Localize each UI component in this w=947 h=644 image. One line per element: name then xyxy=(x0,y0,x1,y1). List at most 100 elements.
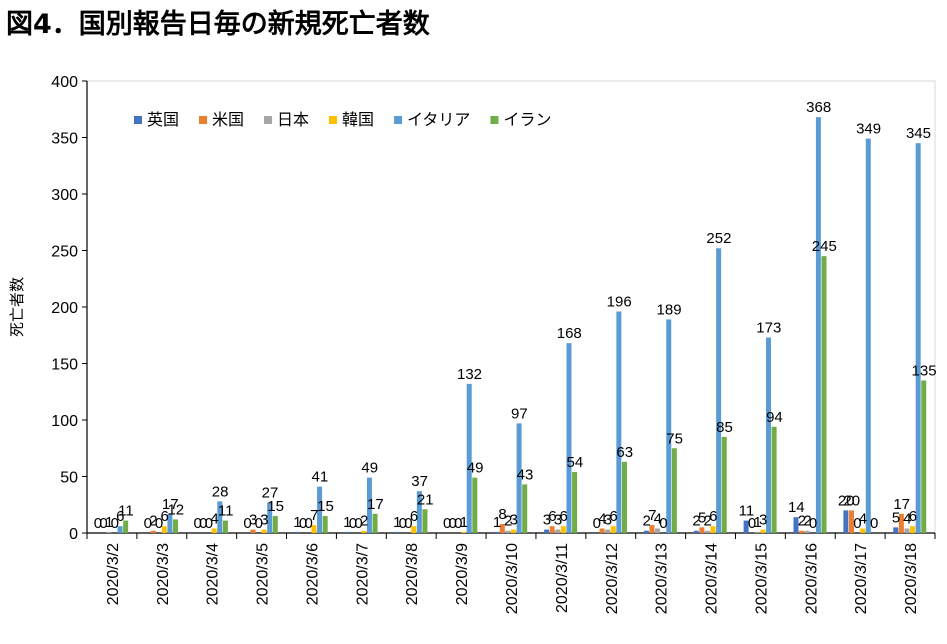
data-label: 11 xyxy=(118,503,134,520)
y-tick-label: 200 xyxy=(51,300,78,317)
data-label: 5 xyxy=(892,509,900,526)
x-tick-label: 2020/3/10 xyxy=(504,543,521,614)
data-label: 6 xyxy=(909,508,917,525)
data-label: 0 xyxy=(194,515,202,532)
data-label: 6 xyxy=(116,508,124,525)
data-label: 2 xyxy=(149,513,157,530)
bar xyxy=(566,343,572,533)
data-label: 0 xyxy=(748,515,756,532)
legend-label: 米国 xyxy=(212,110,244,129)
x-tick-label: 2020/3/13 xyxy=(654,543,671,614)
data-label: 1 xyxy=(343,514,351,531)
data-label: 1 xyxy=(460,514,468,531)
data-label: 97 xyxy=(511,405,528,422)
bar xyxy=(671,448,677,533)
bar xyxy=(865,138,871,533)
bar xyxy=(616,311,622,533)
bar xyxy=(743,520,749,533)
y-tick-label: 150 xyxy=(51,357,78,374)
bar xyxy=(621,461,627,533)
data-label: 6 xyxy=(160,508,168,525)
bar xyxy=(721,436,727,533)
bar xyxy=(522,484,528,533)
bar xyxy=(860,528,866,533)
bar xyxy=(161,526,167,533)
data-label: 1 xyxy=(493,514,501,531)
bar xyxy=(267,502,273,533)
data-label: 49 xyxy=(467,460,484,477)
x-tick-label: 2020/3/7 xyxy=(354,543,371,605)
bar xyxy=(699,527,705,533)
legend-label: イラン xyxy=(503,110,551,129)
data-label: 85 xyxy=(716,419,733,436)
y-tick-label: 350 xyxy=(51,131,78,148)
legend: 英国 米国 日本 韓国 イタリア イラン xyxy=(134,110,551,129)
bar xyxy=(704,530,710,533)
y-tick-label: 400 xyxy=(51,74,78,91)
data-label: 245 xyxy=(812,238,837,255)
data-label: 0 xyxy=(853,515,861,532)
data-label: 75 xyxy=(666,430,683,447)
data-label: 3 xyxy=(759,512,767,529)
bar xyxy=(560,526,566,533)
data-label: 0 xyxy=(255,515,263,532)
bar xyxy=(716,248,722,534)
data-label: 0 xyxy=(111,515,119,532)
bar xyxy=(250,529,256,533)
bar xyxy=(821,256,827,533)
bar xyxy=(599,528,605,533)
data-label: 0 xyxy=(659,515,667,532)
legend-swatch xyxy=(329,116,338,124)
x-tick-label: 2020/3/3 xyxy=(155,543,172,605)
data-label: 20 xyxy=(838,492,855,509)
y-tick-label: 0 xyxy=(69,526,78,543)
plot-area xyxy=(86,80,936,534)
bar xyxy=(710,526,716,533)
data-label: 2 xyxy=(692,513,700,530)
data-label: 196 xyxy=(607,294,632,311)
x-tick-label: 2020/3/16 xyxy=(803,543,820,614)
data-label: 2 xyxy=(360,513,368,530)
legend-swatch xyxy=(264,116,273,124)
bar xyxy=(416,491,422,533)
data-label: 0 xyxy=(94,515,102,532)
x-tick-label: 2020/3/9 xyxy=(454,543,471,605)
data-label: 349 xyxy=(856,121,881,138)
bar xyxy=(294,531,300,533)
data-label: 0 xyxy=(809,515,817,532)
data-label: 0 xyxy=(199,515,207,532)
data-label: 41 xyxy=(312,469,329,486)
data-label: 21 xyxy=(417,491,434,508)
bar xyxy=(549,526,555,533)
data-label: 4 xyxy=(598,510,606,527)
data-label: 8 xyxy=(498,506,506,523)
data-label: 132 xyxy=(457,366,482,383)
bar xyxy=(655,528,661,533)
data-label: 3 xyxy=(249,512,257,529)
data-label: 20 xyxy=(843,492,860,509)
y-tick-label: 250 xyxy=(51,244,78,261)
y-tick-label: 50 xyxy=(60,470,78,487)
data-label: 168 xyxy=(557,325,582,342)
data-label: 0 xyxy=(454,515,462,532)
bar xyxy=(605,529,611,533)
bar xyxy=(649,525,655,533)
data-label: 2 xyxy=(504,513,512,530)
data-label: 0 xyxy=(349,515,357,532)
data-label: 6 xyxy=(709,508,717,525)
data-label: 0 xyxy=(304,515,312,532)
data-label: 63 xyxy=(616,444,633,461)
bar xyxy=(261,529,267,533)
data-label: 2 xyxy=(798,513,806,530)
data-label: 7 xyxy=(310,507,318,524)
bar xyxy=(494,531,500,533)
bar xyxy=(366,477,372,533)
y-tick-label: 100 xyxy=(51,413,78,430)
bar xyxy=(322,516,328,533)
data-label: 0 xyxy=(404,515,412,532)
bar xyxy=(793,517,799,533)
bar xyxy=(643,530,649,533)
bar xyxy=(394,531,400,533)
data-label: 11 xyxy=(739,503,755,520)
